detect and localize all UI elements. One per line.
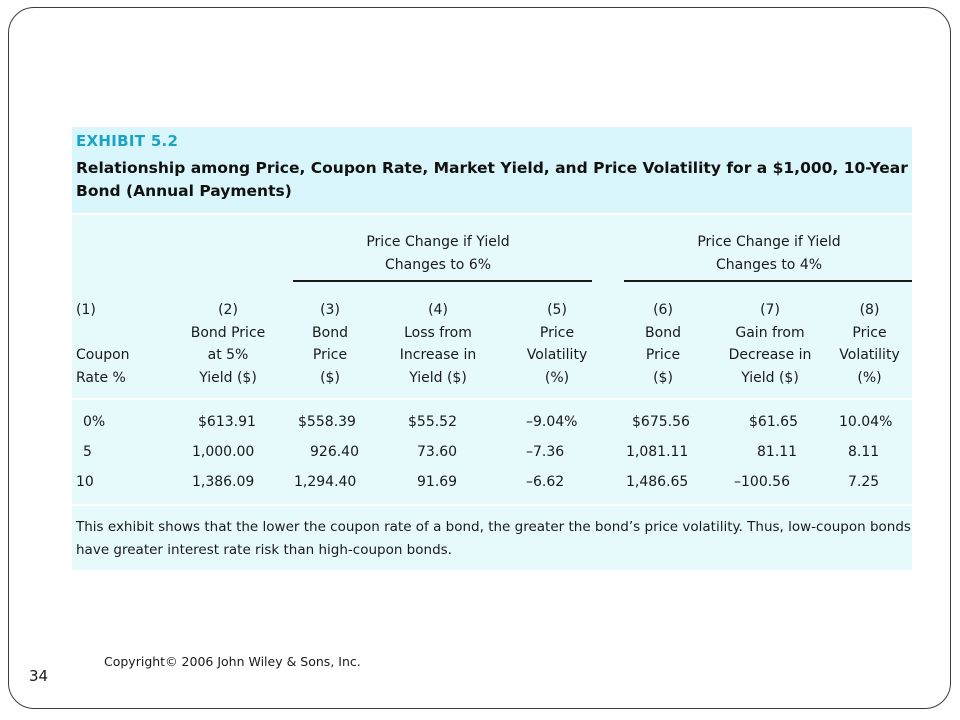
column-header-line: at 5% <box>207 347 249 363</box>
group-heading-line: Changes to 4% <box>715 257 823 273</box>
table-cell: 91.69 <box>417 474 458 490</box>
column-header-line: (7) <box>760 302 780 318</box>
column-header-line: (3) <box>320 302 340 318</box>
column-header-line <box>76 322 156 345</box>
exhibit-title: Relationship among Price, Coupon Rate, M… <box>76 159 908 200</box>
table-cell: 1,000.00 <box>192 444 255 460</box>
column-header-line: (1) <box>76 302 96 318</box>
table-cell: 1,081.11 <box>626 444 689 460</box>
column-header-volatility-4: (8) Price Volatility (%) <box>827 299 912 389</box>
column-header-line: Yield ($) <box>741 369 799 386</box>
table-cell: 926.40 <box>310 444 359 460</box>
column-header-line: Volatility <box>526 347 588 363</box>
table-cell: 1,386.09 <box>192 474 255 490</box>
table-cell: $558.39 <box>298 414 356 430</box>
table-cell: 0% <box>83 414 106 430</box>
table-cell: –6.62 <box>526 474 565 490</box>
header-separator <box>72 213 912 215</box>
column-header-line: (8) <box>859 302 880 318</box>
column-header-line: Loss from <box>404 324 472 341</box>
column-header-line: Gain from <box>735 324 805 341</box>
column-header-bond-price-4: (6) Bond Price ($) <box>623 299 703 389</box>
table-cell: –7.36 <box>526 444 565 460</box>
column-header-volatility-6: (5) Price Volatility (%) <box>510 299 604 389</box>
table-cell: 8.11 <box>848 444 880 460</box>
table-cell: –100.56 <box>734 474 790 490</box>
column-header-line: Price <box>539 324 575 341</box>
group-heading-line: Changes to 6% <box>384 257 492 273</box>
column-header-line: Bond Price <box>190 324 266 341</box>
column-header-line: Yield ($) <box>409 369 467 386</box>
column-header-line: Price <box>852 324 887 341</box>
exhibit-note: This exhibit shows that the lower the co… <box>76 519 911 558</box>
exhibit-label: EXHIBIT 5.2 <box>76 132 179 150</box>
table-cell: 5 <box>83 444 92 460</box>
group-rule-yield-6 <box>293 280 592 282</box>
column-header-line: Price <box>312 347 348 363</box>
table-cell: 1,294.40 <box>294 474 357 490</box>
table-cell: 10 <box>76 474 94 490</box>
column-header-bond-price-6: (3) Bond Price ($) <box>290 299 370 389</box>
column-header-line: ($) <box>653 369 673 386</box>
column-header-line: Yield ($) <box>199 369 257 386</box>
column-header-line: (%) <box>544 369 570 386</box>
column-header-coupon-rate: (1) Coupon Rate % <box>76 299 156 389</box>
copyright-notice: Copyright© 2006 John Wiley & Sons, Inc. <box>104 654 361 669</box>
table-cell: 81.11 <box>757 444 798 460</box>
table-body-separator <box>72 504 912 506</box>
column-header-line: Increase in <box>399 347 477 363</box>
exhibit-header: EXHIBIT 5.2 Relationship among Price, Co… <box>72 127 912 213</box>
column-header-line: (5) <box>547 302 567 318</box>
table-cell: $675.56 <box>632 414 690 430</box>
column-header-line: Coupon <box>76 347 130 363</box>
table-cell: 1,486.65 <box>626 474 689 490</box>
column-header-separator <box>72 398 912 400</box>
column-header-line: Bond <box>645 324 681 341</box>
table-cell: –9.04% <box>526 414 578 430</box>
column-header-line: (6) <box>653 302 673 318</box>
column-header-line: ($) <box>320 369 340 386</box>
group-heading-yield-6: Price Change if Yield Changes to 6% <box>293 231 583 277</box>
column-header-loss: (4) Loss from Increase in Yield ($) <box>383 299 493 389</box>
column-header-line: Bond <box>312 324 348 341</box>
column-header-line: Volatility <box>839 347 900 363</box>
exhibit-table: EXHIBIT 5.2 Relationship among Price, Co… <box>72 127 912 570</box>
table-cell: $61.65 <box>749 414 798 430</box>
column-header-line: (2) <box>218 302 238 318</box>
column-header-line: (4) <box>428 302 448 318</box>
table-cell: 7.25 <box>848 474 880 490</box>
column-header-line: (%) <box>857 369 882 386</box>
column-header-bond-price-5: (2) Bond Price at 5% Yield ($) <box>173 299 283 389</box>
group-heading-line: Price Change if Yield <box>366 234 510 250</box>
table-cell: $55.52 <box>408 414 457 430</box>
table-cell: 73.60 <box>417 444 458 460</box>
column-header-line: Rate % <box>76 369 126 386</box>
column-header-gain: (7) Gain from Decrease in Yield ($) <box>714 299 826 389</box>
group-heading-line: Price Change if Yield <box>697 234 841 250</box>
page-number: 34 <box>29 667 49 685</box>
column-header-line: Decrease in <box>728 347 812 363</box>
table-cell: $613.91 <box>198 414 256 430</box>
table-cell: 10.04% <box>839 414 893 430</box>
column-header-line: Price <box>645 347 681 363</box>
group-rule-yield-4 <box>624 280 912 282</box>
group-heading-yield-4: Price Change if Yield Changes to 4% <box>624 231 914 277</box>
